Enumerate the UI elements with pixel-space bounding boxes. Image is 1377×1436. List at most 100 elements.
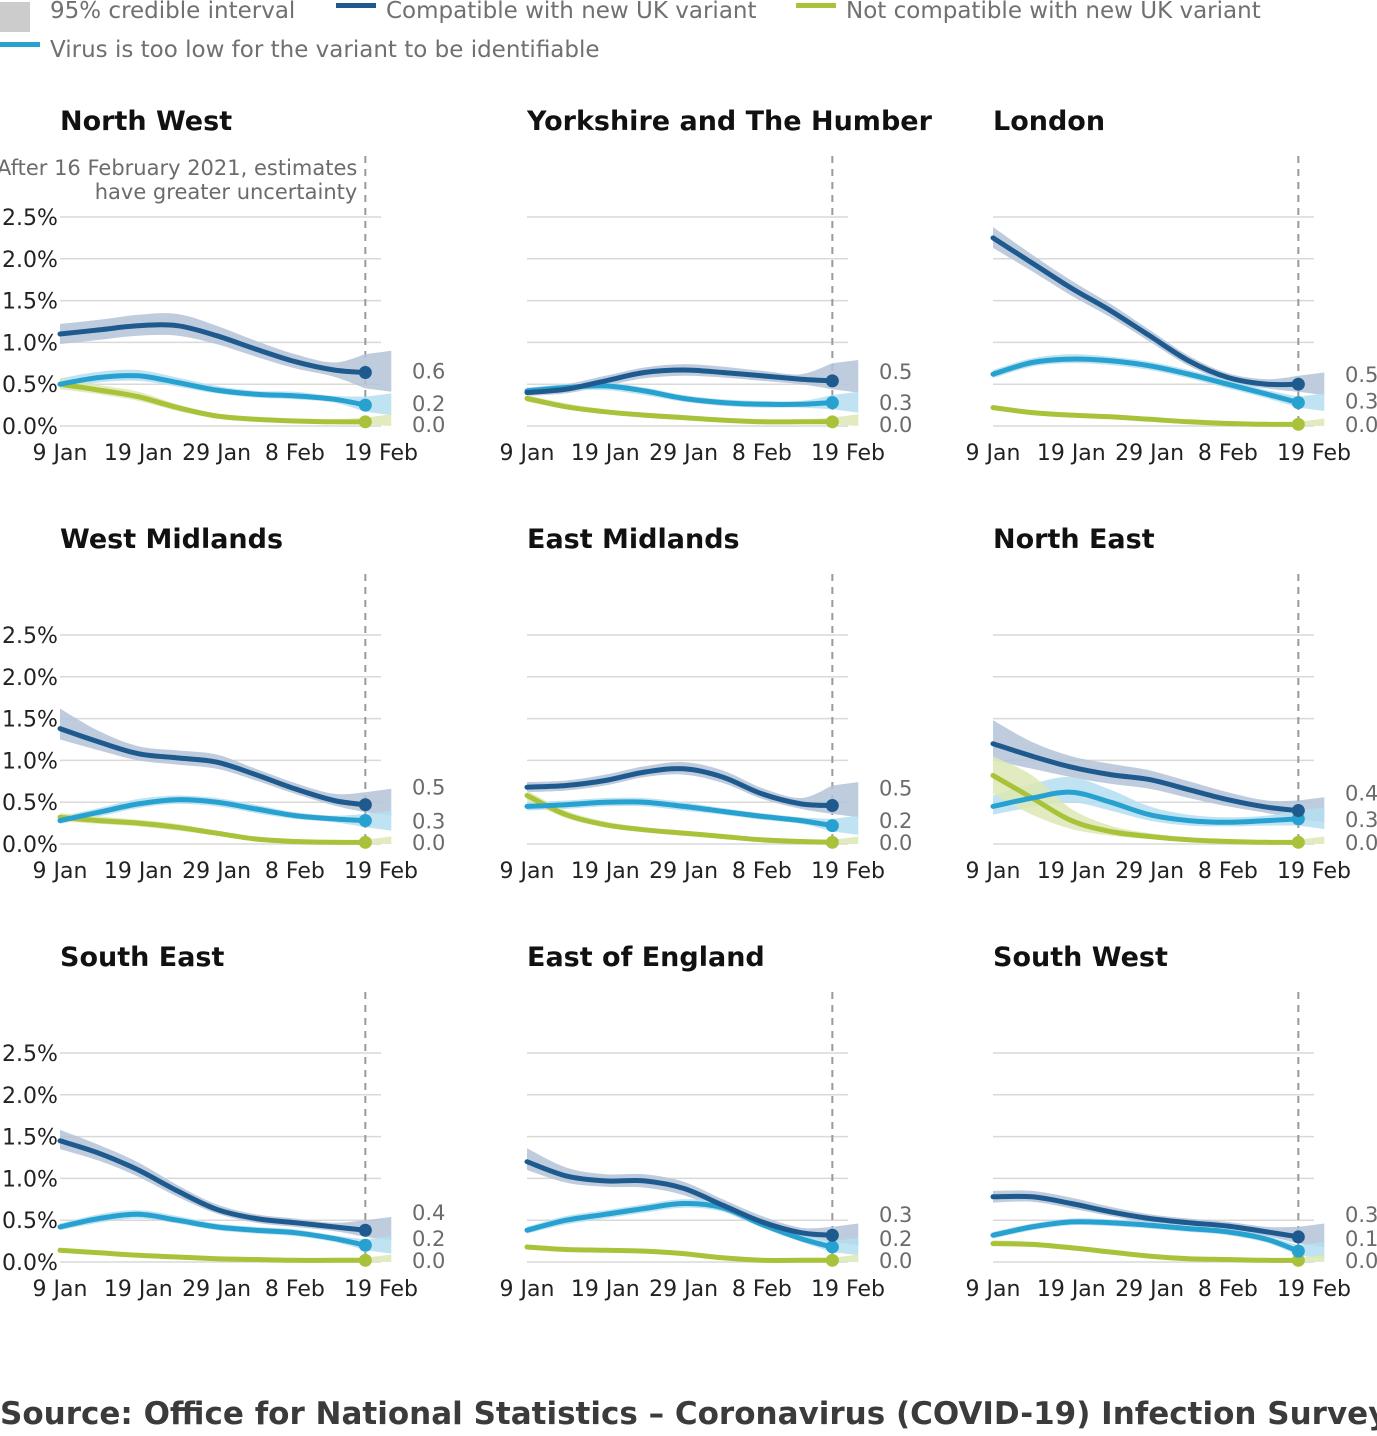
series-line-not-compatible	[990, 772, 1301, 845]
end-value-label-not-compatible: 0.0	[1345, 1249, 1377, 1273]
series-line-too-low	[57, 1211, 368, 1248]
end-point-compatible	[1291, 1230, 1305, 1244]
legend: 95% credible interval Compatible with ne…	[0, 0, 1377, 70]
x-tick-label: 29 Jan	[1115, 859, 1184, 884]
y-tick-label: 2.5%	[2, 624, 58, 649]
series-line-not-compatible	[524, 1244, 835, 1263]
end-value-label-too-low: 0.3	[1345, 808, 1377, 832]
x-tick-label: 8 Feb	[265, 441, 325, 466]
end-point-compatible	[825, 374, 839, 388]
chart-grid: North West 0.0% 0.5% 1.0% 1.5% 2.0% 2.5% 9 Jan 1…	[0, 106, 1377, 1302]
panel-title: East Midlands	[527, 524, 740, 555]
ci-band-compatible	[527, 1148, 859, 1246]
x-tick-label: 19 Jan	[571, 1277, 640, 1302]
end-value-label-not-compatible: 0.0	[1345, 413, 1377, 437]
x-tick-label: 29 Jan	[1115, 1277, 1184, 1302]
x-tick-label: 9 Jan	[966, 859, 1021, 884]
end-value-label-too-low: 0.3	[412, 810, 445, 834]
panel-title: South East	[60, 942, 224, 973]
ci-band-compatible	[60, 313, 392, 392]
end-point-compatible	[825, 799, 839, 813]
end-point-not-compatible	[358, 1253, 372, 1267]
x-tick-label: 8 Feb	[732, 859, 792, 884]
y-tick-label: 1.5%	[2, 708, 58, 733]
end-value-label-compatible: 0.5	[412, 776, 445, 800]
source-note: Source: Office for National Statistics –…	[0, 1396, 1377, 1432]
panel-north-west: North West 0.0% 0.5% 1.0% 1.5% 2.0% 2.5% 9 Jan 1…	[0, 106, 445, 466]
end-point-too-low	[358, 398, 372, 412]
panel-title: South West	[993, 942, 1168, 973]
x-tick-label: 19 Feb	[811, 1277, 885, 1302]
end-point-too-low	[825, 1240, 839, 1254]
series-line-too-low	[524, 1200, 835, 1250]
legend-not-compatible-label: Not compatible with new UK variant	[846, 0, 1261, 24]
legend-not-compatible-swatch	[796, 3, 836, 8]
legend-ci-label: 95% credible interval	[50, 0, 296, 24]
x-tick-label: 29 Jan	[649, 859, 718, 884]
series-line-compatible	[524, 367, 835, 396]
end-point-not-compatible	[825, 1253, 839, 1267]
end-value-label-not-compatible: 0.0	[879, 1249, 912, 1273]
x-tick-label: 19 Jan	[104, 1277, 173, 1302]
x-tick-label: 8 Feb	[1198, 441, 1258, 466]
panel-east-midlands: East Midlands 9 Jan 19 Jan 29 Jan 8 Feb 19 Fe…	[500, 524, 913, 884]
x-tick-label: 8 Feb	[265, 859, 325, 884]
end-point-compatible	[358, 365, 372, 379]
series-line-not-compatible	[524, 793, 835, 845]
panel-yorkshire-and-the-humber: Yorkshire and The Humber 9 Jan 19 Jan 29 Ja…	[500, 106, 933, 466]
end-point-not-compatible	[1291, 835, 1305, 849]
end-value-label-compatible: 0.4	[412, 1201, 445, 1225]
panel-west-midlands: West Midlands 0.0% 0.5% 1.0% 1.5% 2.0% 2.5% 9 J…	[2, 524, 445, 884]
x-tick-label: 8 Feb	[1198, 1277, 1258, 1302]
y-tick-label: 2.0%	[2, 248, 58, 273]
end-value-label-compatible: 0.5	[879, 777, 912, 801]
ci-band-compatible	[527, 761, 859, 818]
x-tick-label: 9 Jan	[33, 859, 88, 884]
panel-east-of-england: East of England 9 Jan 19 Jan 29 Jan 8 Feb 19 …	[500, 942, 913, 1302]
series-line-too-low	[990, 1219, 1301, 1254]
x-tick-label: 9 Jan	[500, 441, 555, 466]
end-value-label-not-compatible: 0.0	[412, 1249, 445, 1273]
y-tick-label: 0.0%	[2, 833, 58, 858]
x-tick-label: 19 Feb	[344, 1277, 418, 1302]
end-value-label-too-low: 0.2	[879, 1227, 912, 1251]
y-tick-label: 2.5%	[2, 206, 58, 231]
panel-south-west: South West 9 Jan 19 Jan 29 Jan 8 Feb 19 Feb 0.…	[966, 942, 1377, 1302]
series-line-too-low	[990, 356, 1301, 406]
x-tick-label: 19 Jan	[1037, 1277, 1106, 1302]
panel-title: East of England	[527, 942, 765, 973]
y-tick-label: 0.5%	[2, 791, 58, 816]
legend-too-low-swatch	[0, 42, 40, 47]
ci-band-compatible	[60, 1129, 392, 1241]
y-tick-label: 0.5%	[2, 373, 58, 398]
uncertainty-annotation: have greater uncertainty	[95, 180, 358, 204]
series-line-compatible	[57, 726, 368, 808]
end-point-compatible	[825, 1228, 839, 1242]
y-tick-label: 1.5%	[2, 290, 58, 315]
x-tick-label: 9 Jan	[966, 441, 1021, 466]
x-tick-label: 9 Jan	[500, 1277, 555, 1302]
legend-too-low-label: Virus is too low for the variant to be i…	[50, 37, 600, 63]
end-value-label-not-compatible: 0.0	[1345, 831, 1377, 855]
x-tick-label: 9 Jan	[966, 1277, 1021, 1302]
ci-band-too-low	[993, 776, 1325, 829]
end-point-too-low	[825, 396, 839, 410]
panel-title: North East	[993, 524, 1155, 555]
series-line-too-low	[57, 797, 368, 824]
end-point-too-low	[825, 819, 839, 833]
y-tick-label: 1.0%	[2, 1167, 58, 1192]
series-line-not-compatible	[990, 405, 1301, 427]
x-tick-label: 19 Feb	[1277, 441, 1351, 466]
legend-ci-swatch	[0, 2, 30, 32]
end-value-label-too-low: 0.2	[412, 392, 445, 416]
end-point-not-compatible	[358, 835, 372, 849]
y-tick-label: 2.0%	[2, 666, 58, 691]
x-tick-label: 29 Jan	[1115, 441, 1184, 466]
end-value-label-compatible: 0.3	[879, 1203, 912, 1227]
end-point-too-low	[358, 814, 372, 828]
end-value-label-too-low: 0.2	[412, 1227, 445, 1251]
series-line-not-compatible	[57, 814, 368, 845]
x-tick-label: 19 Feb	[1277, 859, 1351, 884]
end-value-label-too-low: 0.1	[1345, 1227, 1377, 1251]
panel-south-east: South East 0.0% 0.5% 1.0% 1.5% 2.0% 2.5% 9 Jan 1…	[2, 942, 445, 1302]
